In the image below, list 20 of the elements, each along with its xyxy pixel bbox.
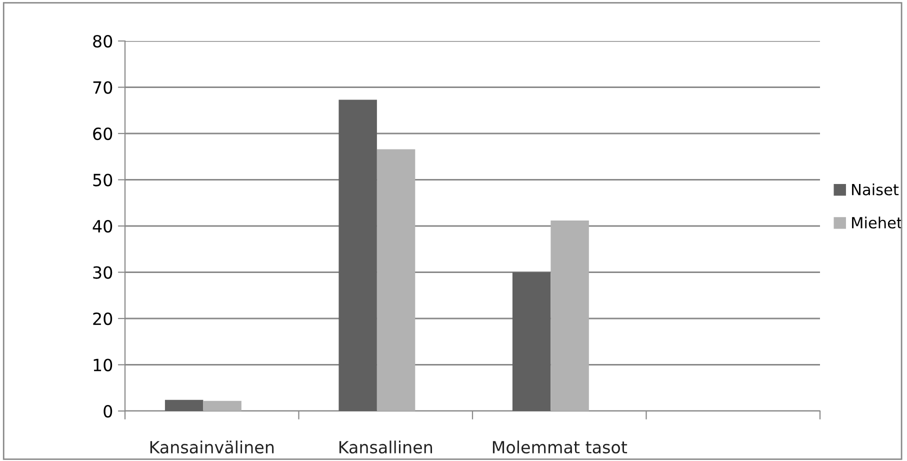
x-tick-label: Molemmat tasot bbox=[492, 440, 628, 454]
y-tick-label: 80 bbox=[93, 34, 112, 48]
y-tick-label: 60 bbox=[93, 127, 112, 140]
y-tick-label: 50 bbox=[93, 174, 112, 186]
y-tick-label: 30 bbox=[93, 266, 112, 279]
legend-label: Miehet bbox=[852, 216, 902, 228]
x-tick-label: Kansainvälinen bbox=[150, 440, 274, 454]
y-tick-label: 10 bbox=[94, 358, 112, 372]
y-tick-label: 70 bbox=[93, 81, 112, 94]
y-tick-label: 40 bbox=[92, 220, 112, 233]
y-tick-label: 20 bbox=[93, 312, 112, 326]
bar bbox=[164, 400, 204, 411]
y-tick-label: 0 bbox=[104, 404, 112, 418]
bar bbox=[203, 400, 242, 411]
bar bbox=[550, 220, 589, 411]
bar bbox=[338, 100, 377, 411]
legend-label: Naiset bbox=[852, 184, 899, 196]
bar bbox=[376, 149, 416, 411]
x-tick-label: Kansallinen bbox=[339, 440, 432, 454]
bar bbox=[512, 272, 551, 411]
